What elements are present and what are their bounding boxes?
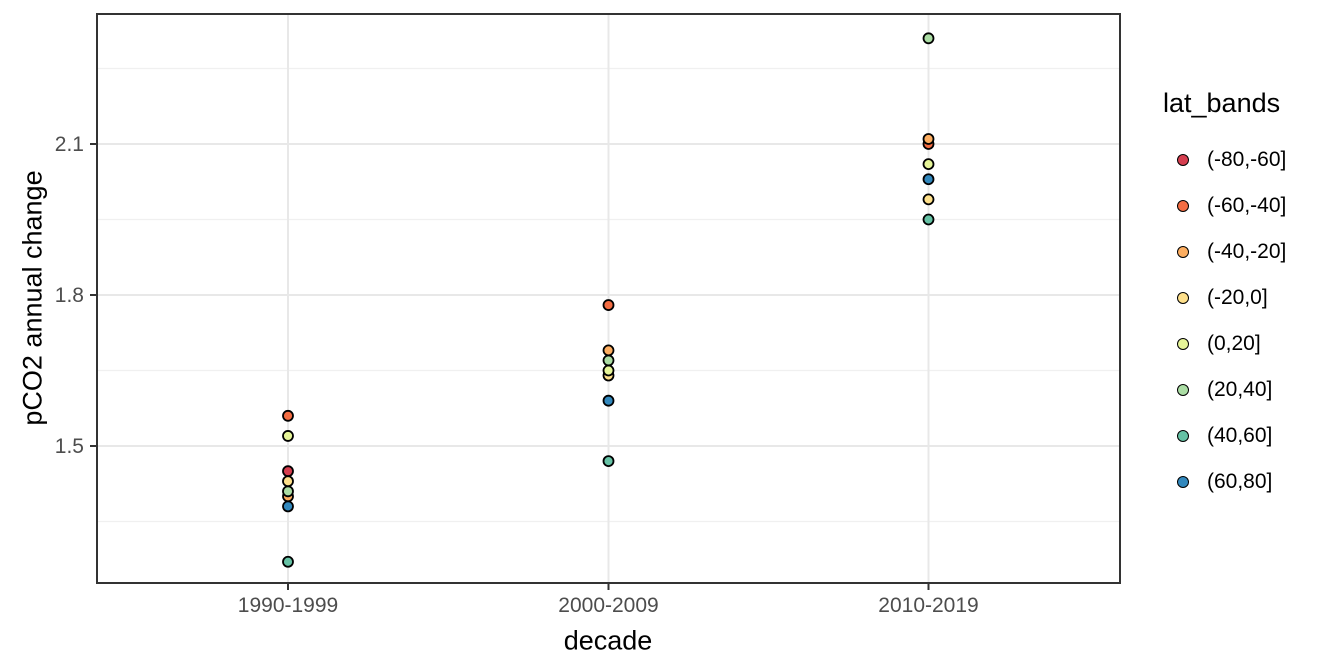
x-tick-label: 1990-1999 [238, 594, 338, 617]
data-point [602, 394, 615, 407]
legend-key-icon [1177, 246, 1189, 258]
legend-item-label: (20,40] [1207, 378, 1273, 401]
legend-item-label: (-80,-60] [1207, 148, 1287, 171]
data-point [282, 465, 294, 478]
legend-item: (-40,-20] [1160, 229, 1344, 275]
legend-key-icon [1177, 200, 1189, 212]
data-point [602, 364, 615, 377]
y-tick-label: 1.5 [55, 435, 84, 458]
legend-key-icon [1177, 338, 1189, 350]
legend-title: lat_bands [1163, 88, 1281, 118]
data-point [282, 430, 294, 442]
legend-key-icon [1177, 476, 1189, 488]
data-point [282, 475, 294, 488]
legend-key-icon [1177, 430, 1189, 442]
legend-key-icon [1177, 384, 1189, 396]
data-point [922, 193, 935, 206]
legend-item: (-80,-60] [1160, 137, 1344, 183]
legend-item: (0,20] [1160, 321, 1344, 367]
x-axis-title: decade [563, 625, 653, 656]
data-point [602, 354, 615, 367]
legend-item-label: (60,80] [1207, 470, 1273, 493]
x-tick-label: 2000-2009 [558, 594, 658, 617]
data-point [282, 409, 294, 422]
data-point [282, 500, 294, 513]
legend-key-icon [1177, 154, 1189, 166]
y-tick-label: 2.1 [55, 133, 84, 156]
y-axis-title: pCO2 annual change [17, 170, 48, 426]
data-point [922, 213, 935, 226]
data-point [282, 485, 294, 498]
legend-item-label: (0,20] [1207, 332, 1261, 355]
legend-item: (-20,0] [1160, 275, 1344, 321]
legend: lat_bands (-80,-60] (-60,-40] (-40,-20] (-2… [1160, 88, 1344, 505]
data-point [922, 173, 935, 186]
legend-item: (60,80] [1160, 459, 1344, 505]
legend-item-label: (-20,0] [1207, 286, 1268, 309]
legend-item-label: (-40,-20] [1207, 240, 1287, 263]
x-tick-label: 2010-2019 [878, 594, 978, 617]
legend-item: (-60,-40] [1160, 183, 1344, 229]
legend-item: (20,40] [1160, 367, 1344, 413]
data-point [602, 455, 615, 468]
data-point [922, 32, 935, 45]
legend-key-icon [1177, 292, 1189, 304]
data-point [922, 133, 935, 145]
data-point [602, 344, 615, 357]
y-tick-label: 1.8 [55, 284, 84, 307]
legend-item-label: (40,60] [1207, 424, 1273, 447]
data-point [282, 555, 294, 568]
legend-items: (-80,-60] (-60,-40] (-40,-20] (-20,0] (0,20]… [1160, 137, 1344, 505]
legend-item: (40,60] [1160, 413, 1344, 459]
data-point [602, 299, 615, 311]
data-point [922, 158, 935, 171]
legend-item-label: (-60,-40] [1207, 194, 1287, 217]
